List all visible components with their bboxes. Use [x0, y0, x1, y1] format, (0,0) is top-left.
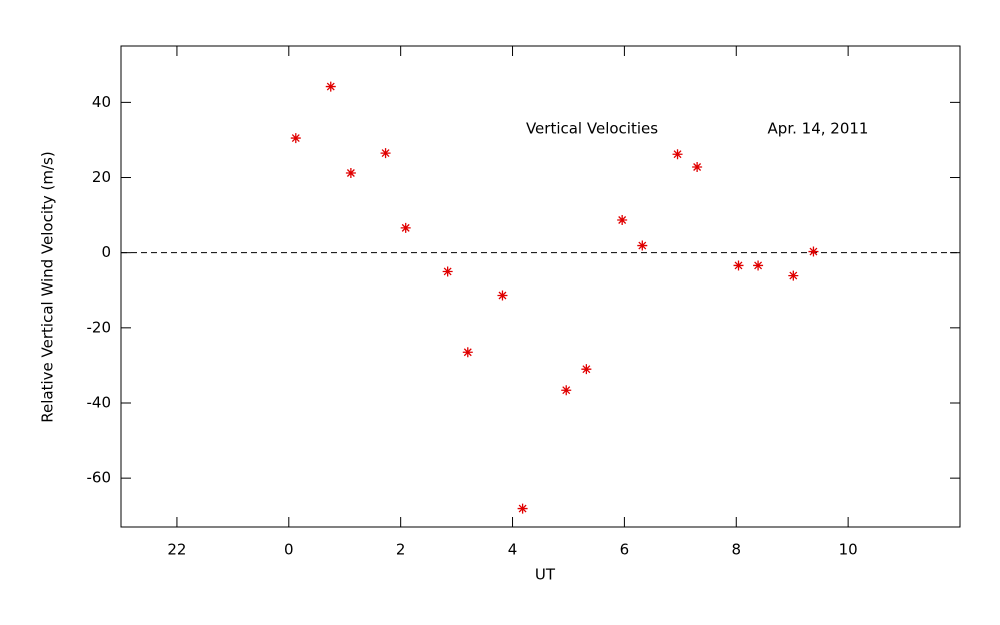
y-axis-label: Relative Vertical Wind Velocity (m/s) — [39, 151, 57, 422]
data-point — [462, 347, 473, 358]
x-axis-label: UT — [535, 566, 556, 584]
y-tick-label: 20 — [92, 168, 111, 186]
x-tick-label: 0 — [284, 541, 294, 559]
x-tick-label: 10 — [839, 541, 858, 559]
data-point — [581, 364, 592, 375]
data-point — [808, 246, 819, 257]
data-point — [517, 503, 528, 514]
annotation: Vertical Velocities — [526, 120, 658, 138]
y-tick-label: -40 — [87, 393, 112, 411]
x-tick-label: 22 — [167, 541, 186, 559]
data-point — [442, 266, 453, 277]
x-tick-label: 2 — [396, 541, 406, 559]
x-tick-label: 8 — [731, 541, 741, 559]
data-point — [672, 149, 683, 160]
data-point — [497, 290, 508, 301]
y-tick-label: -20 — [87, 318, 112, 336]
plot-frame — [120, 45, 961, 528]
data-point — [733, 260, 744, 271]
data-point — [617, 214, 628, 225]
data-point — [637, 240, 648, 251]
data-point — [400, 222, 411, 233]
data-point — [753, 260, 764, 271]
annotation: Apr. 14, 2011 — [768, 120, 869, 138]
data-point — [345, 168, 356, 179]
x-tick-label: 4 — [508, 541, 518, 559]
data-point — [561, 385, 572, 396]
y-tick-label: 0 — [101, 243, 111, 261]
data-point — [325, 81, 336, 92]
data-point — [380, 148, 391, 159]
data-point — [290, 133, 301, 144]
x-tick-label: 6 — [620, 541, 630, 559]
data-point — [692, 162, 703, 173]
y-tick-label: -60 — [87, 469, 112, 487]
data-point — [788, 270, 799, 281]
y-tick-label: 40 — [92, 93, 111, 111]
